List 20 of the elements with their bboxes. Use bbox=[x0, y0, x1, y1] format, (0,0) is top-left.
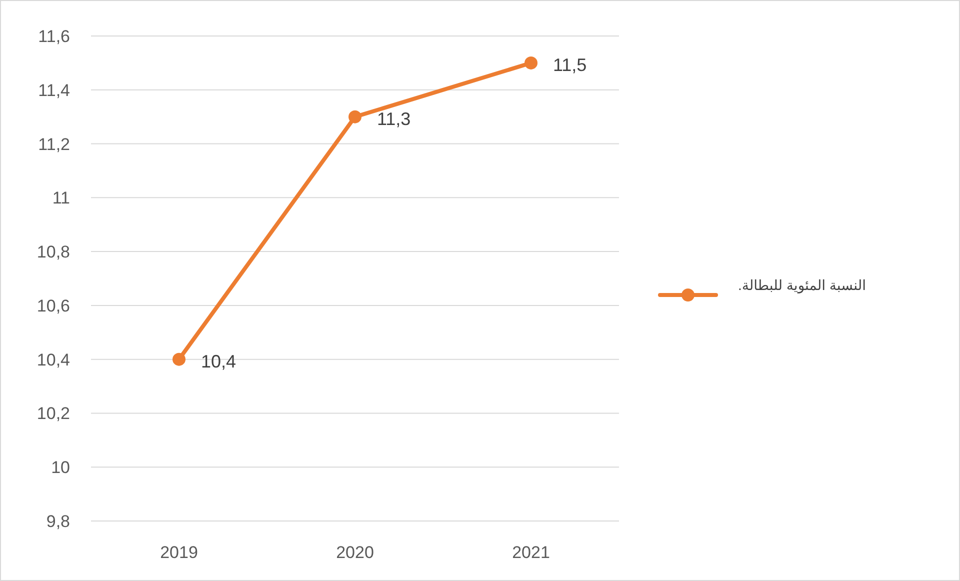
y-tick-label: 9,8 bbox=[46, 512, 70, 531]
data-label: 10,4 bbox=[201, 351, 236, 372]
data-label: 11,5 bbox=[553, 54, 587, 75]
y-tick-label: 11,4 bbox=[38, 80, 70, 100]
text: النسبة المئوية للبطالة. bbox=[738, 277, 866, 294]
x-tick-label: 2021 bbox=[512, 543, 550, 562]
x-tick-label: 2019 bbox=[160, 543, 198, 562]
y-tick-label: 11,6 bbox=[38, 27, 70, 46]
point bbox=[348, 110, 362, 124]
y-tick-label: 10,2 bbox=[36, 404, 70, 424]
y-tick-label: 11,2 bbox=[38, 134, 70, 154]
x-tick-label: 2020 bbox=[336, 543, 374, 562]
y-tick-label: 11 bbox=[52, 188, 70, 208]
y-tick-label: 10,4 bbox=[36, 350, 70, 370]
point bbox=[524, 56, 538, 70]
y-tick-label: 10 bbox=[51, 458, 70, 478]
point bbox=[172, 352, 186, 366]
y-tick-label: 10,6 bbox=[36, 296, 70, 316]
y-tick-label: 10,8 bbox=[36, 242, 70, 262]
data-label: 11,3 bbox=[377, 108, 411, 129]
